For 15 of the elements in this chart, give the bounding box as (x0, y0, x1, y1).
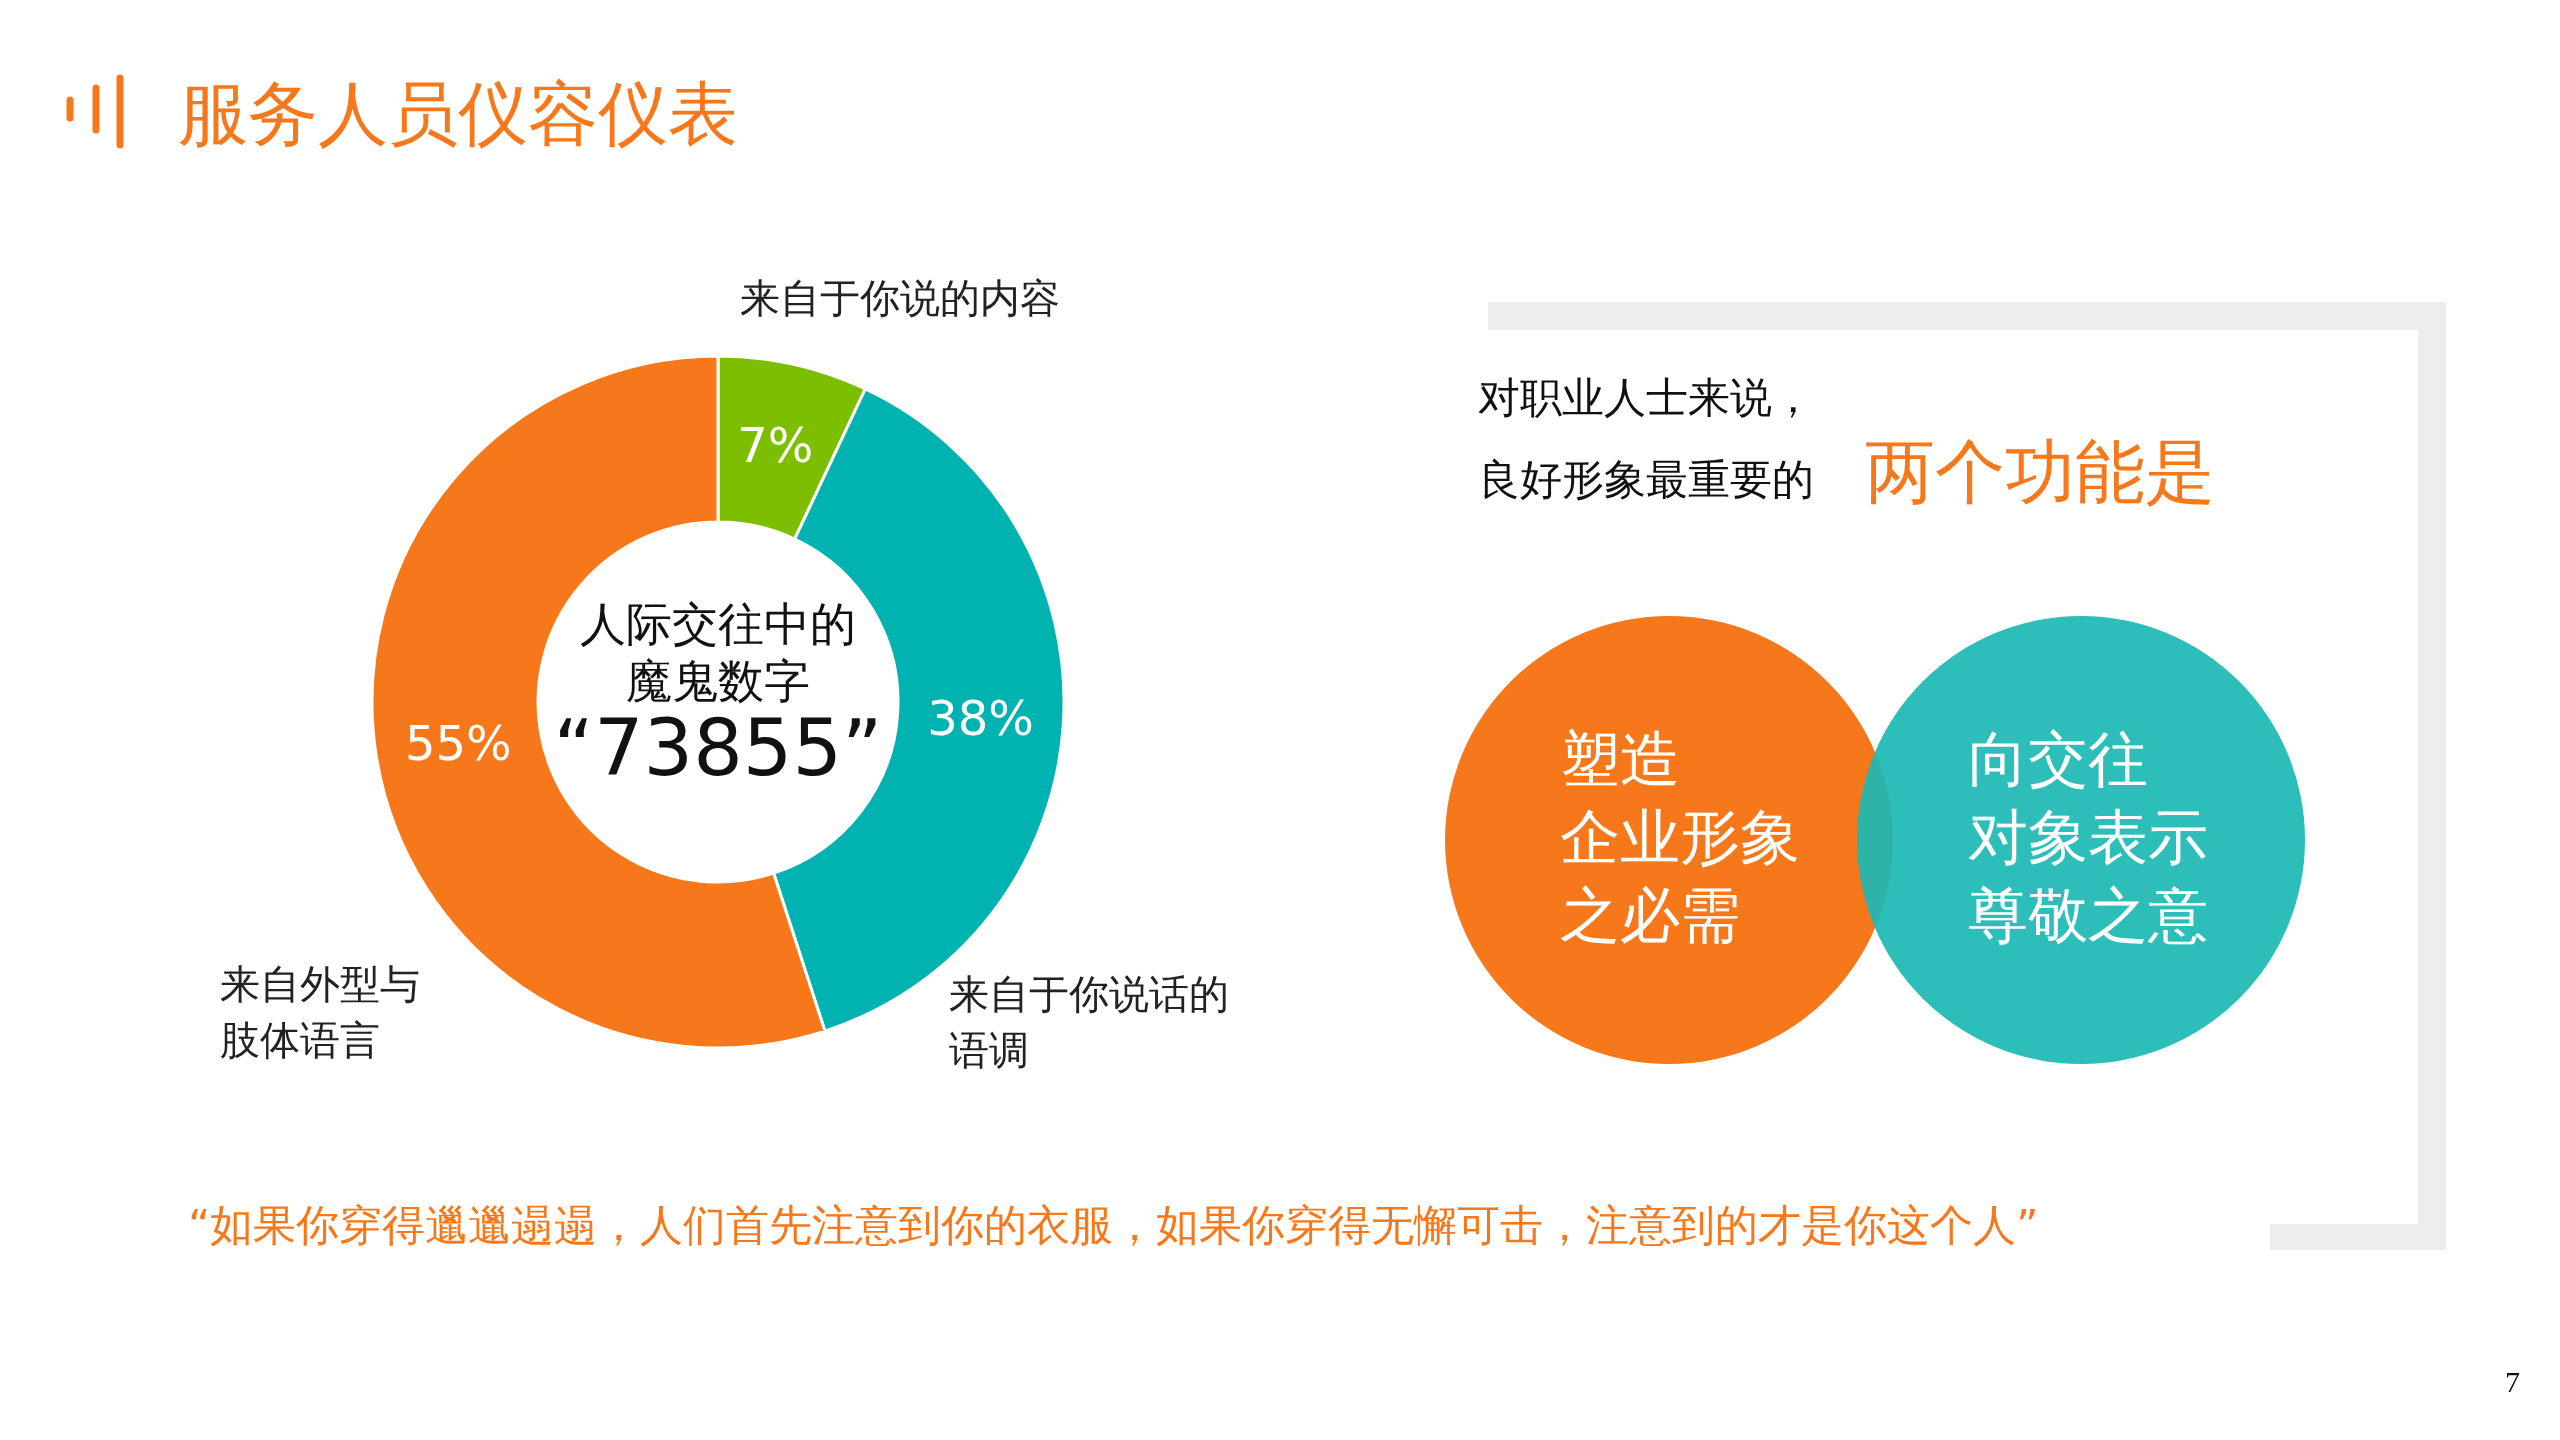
slice-label: 来自外型与肢体语言 (220, 961, 420, 1063)
data-label: 55% (404, 714, 512, 771)
text: 7 (2505, 1365, 2520, 1398)
data-label: 7% (737, 417, 814, 474)
text: 人际交往中的 (580, 597, 856, 651)
chart-title: 服务人员仪容仪表 (178, 73, 738, 155)
text: 向交往对象表示尊敬之意 (1968, 724, 2208, 950)
text: 良好形象最重要的 (1478, 455, 1814, 504)
text: “如果你穿得邋邋遢遢，人们首先注意到你的衣服，如果你穿得无懈可击，注意到的才是你这个人” (188, 1200, 2039, 1250)
slice-label: 来自于你说的内容 (740, 275, 1060, 321)
data-label: 38% (927, 690, 1034, 747)
text: 塑造企业形象之必需 (1560, 724, 1800, 950)
text: 两个功能是 (1865, 431, 2215, 513)
text: 对职业人士来说， (1478, 373, 1814, 422)
slice-label: 来自于你说话的语调 (949, 971, 1229, 1073)
